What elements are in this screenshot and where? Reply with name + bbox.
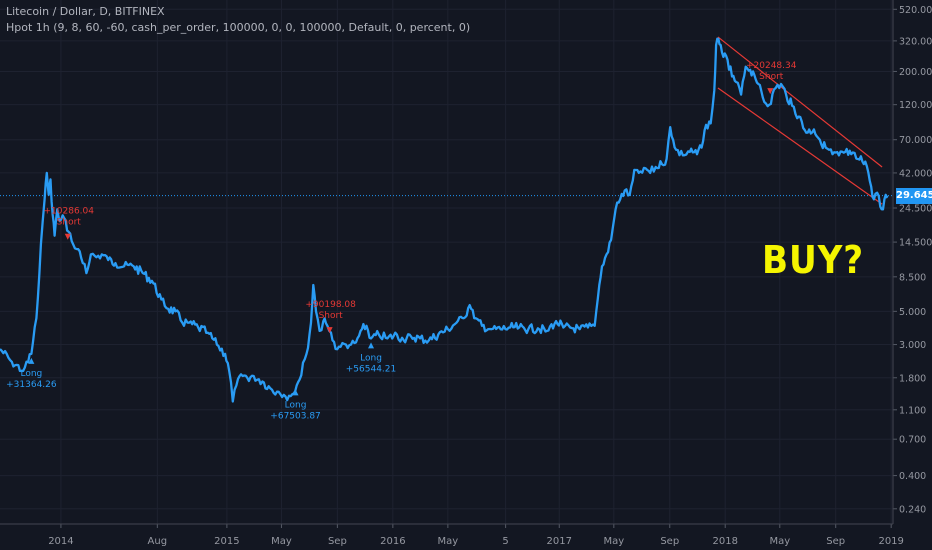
chart-legend: Litecoin / Dollar, D, BITFINEX Hpot 1h (… bbox=[6, 4, 470, 36]
signal-profit-label: +67503.87 bbox=[270, 411, 320, 421]
x-tick-label: Sep bbox=[826, 536, 845, 547]
x-tick-label: 2016 bbox=[380, 536, 405, 547]
signal-profit-label: +31364.26 bbox=[6, 380, 57, 390]
x-tick-label: 2019 bbox=[878, 536, 903, 547]
y-tick-label: 70.000 bbox=[899, 135, 932, 146]
signal-profit-label: +20248.34 bbox=[746, 61, 797, 71]
y-tick-label: 24.500 bbox=[899, 203, 932, 214]
indicator-label[interactable]: Hpot 1h (9, 8, 60, -60, cash_per_order, … bbox=[6, 21, 471, 34]
long-signal-marker bbox=[28, 357, 35, 364]
short-signal-marker bbox=[326, 327, 333, 334]
y-tick-label: 1.100 bbox=[899, 405, 926, 416]
y-tick-label: 0.240 bbox=[899, 504, 926, 515]
y-tick-label: 14.500 bbox=[899, 238, 932, 249]
signal-profit-label: +90198.08 bbox=[305, 300, 356, 310]
long-signal-marker bbox=[292, 389, 299, 396]
x-tick-label: May bbox=[769, 536, 790, 547]
short-signal-marker bbox=[767, 88, 774, 95]
y-tick-label: 520.000 bbox=[899, 5, 932, 16]
signal-type-label: Short bbox=[759, 72, 784, 82]
x-tick-label: May bbox=[271, 536, 292, 547]
y-tick-label: 200.000 bbox=[899, 67, 932, 78]
signal-profit-label: +56544.21 bbox=[346, 364, 396, 374]
x-tick-label: 2014 bbox=[48, 536, 73, 547]
x-tick-label: 2017 bbox=[547, 536, 572, 547]
buy-annotation: BUY? bbox=[762, 238, 865, 282]
signal-type-label: Short bbox=[319, 311, 344, 321]
price-line-series bbox=[0, 37, 889, 403]
current-price-badge: 29.645 bbox=[896, 187, 932, 204]
channel-line bbox=[717, 87, 883, 205]
y-tick-label: 320.000 bbox=[899, 36, 932, 47]
x-tick-label: Aug bbox=[148, 536, 168, 547]
x-tick-label: 2018 bbox=[712, 536, 737, 547]
x-tick-label: 2015 bbox=[214, 536, 239, 547]
signal-profit-label: +10286.04 bbox=[44, 207, 95, 217]
channel-line bbox=[717, 36, 883, 168]
x-tick-label: Sep bbox=[660, 536, 679, 547]
y-tick-label: 8.500 bbox=[899, 272, 926, 283]
x-tick-label: May bbox=[438, 536, 459, 547]
x-tick-label: May bbox=[603, 536, 624, 547]
y-tick-label: 3.000 bbox=[899, 340, 926, 351]
signal-type-label: Short bbox=[57, 218, 82, 228]
y-tick-label: 120.000 bbox=[899, 100, 932, 111]
signal-type-label: Long bbox=[360, 353, 382, 363]
signal-type-label: Long bbox=[285, 400, 307, 410]
y-tick-label: 1.800 bbox=[899, 373, 926, 384]
y-tick-label: 0.400 bbox=[899, 471, 926, 482]
y-tick-label: 0.700 bbox=[899, 435, 926, 446]
signal-type-label: Long bbox=[20, 369, 42, 379]
x-tick-label: Sep bbox=[328, 536, 347, 547]
symbol-title[interactable]: Litecoin / Dollar, D, BITFINEX bbox=[6, 5, 165, 18]
long-signal-marker bbox=[368, 342, 375, 349]
x-tick-label: 5 bbox=[502, 536, 508, 547]
short-signal-marker bbox=[64, 233, 71, 240]
y-tick-label: 5.000 bbox=[899, 307, 926, 318]
y-tick-label: 42.000 bbox=[899, 168, 932, 179]
